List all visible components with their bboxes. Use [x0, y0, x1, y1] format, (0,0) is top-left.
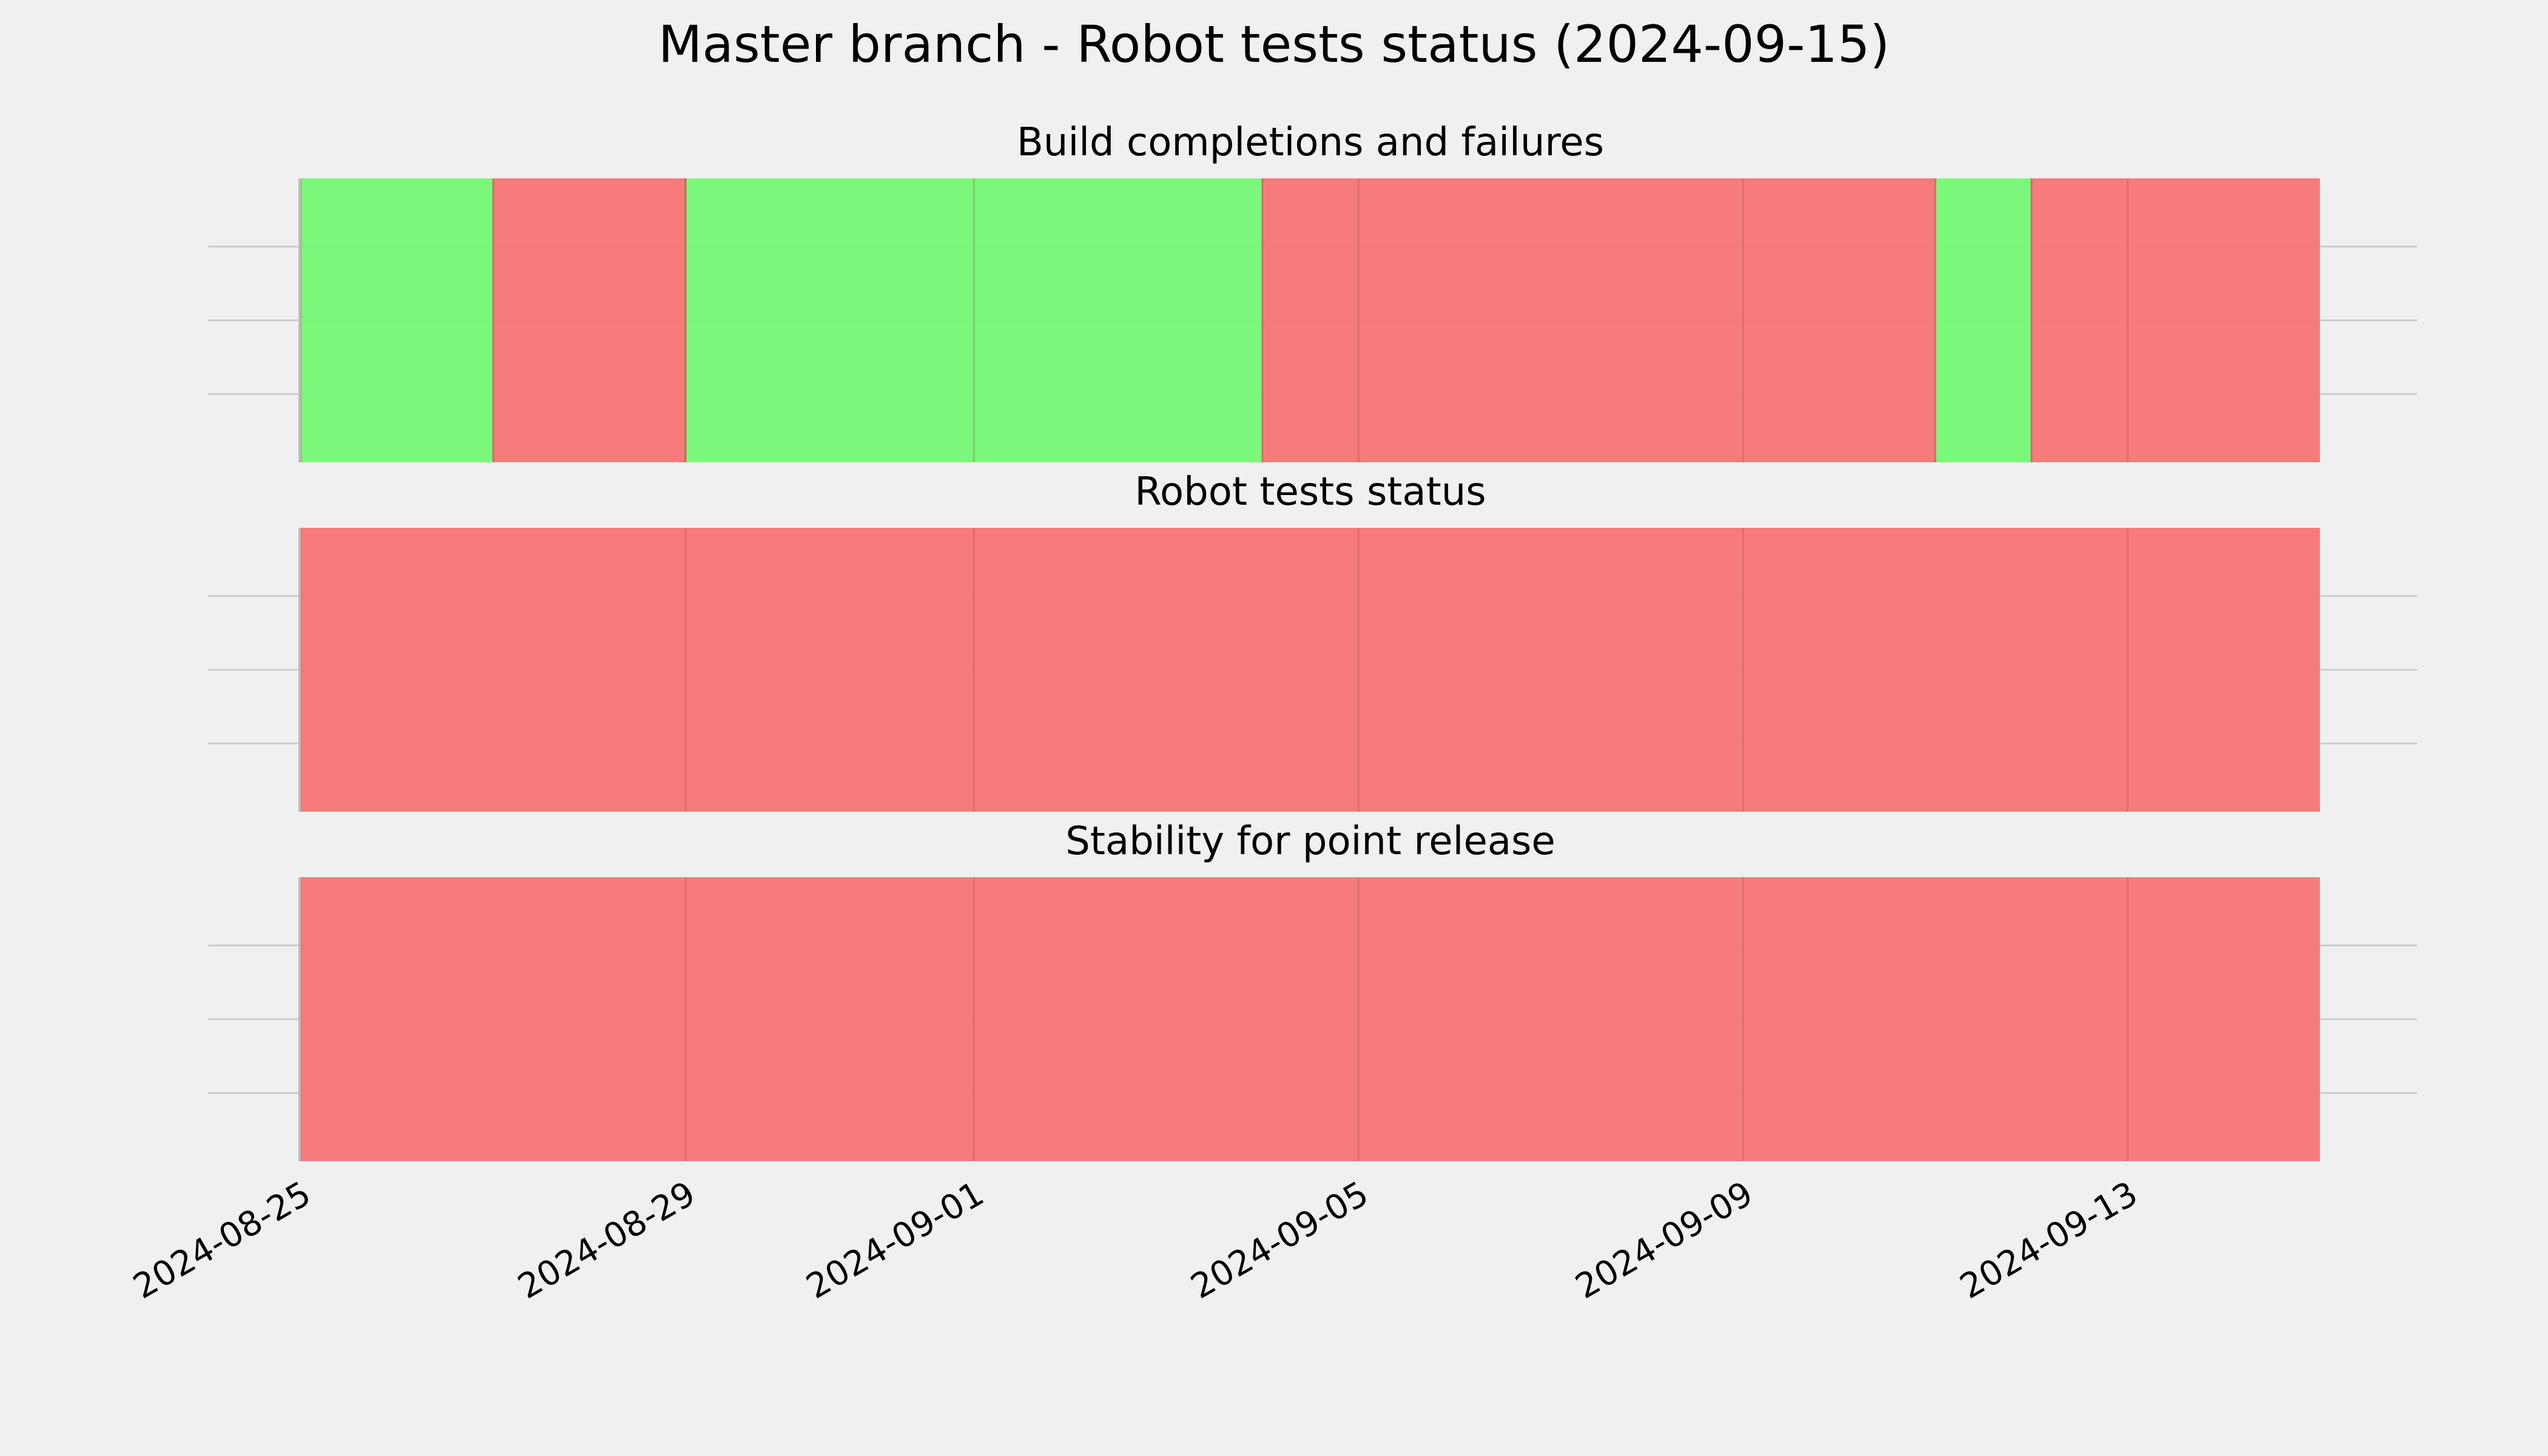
panel-1-segment-2: [493, 178, 686, 462]
chart-title: Master branch - Robot tests status (2024…: [658, 15, 1890, 74]
panel-2-title: Robot tests status: [1134, 470, 1486, 514]
panel-1: Build completions and failures: [208, 120, 2417, 462]
panel-3-segment-1: [301, 877, 2320, 1161]
panel-1-segment-3: [685, 178, 1262, 462]
panel-2-segment-1: [301, 528, 2320, 812]
panel-1-segment-4: [1262, 178, 1936, 462]
panel-3: Stability for point release: [208, 819, 2417, 1161]
panel-1-segment-5: [1935, 178, 2032, 462]
panel-3-title: Stability for point release: [1065, 819, 1555, 864]
panel-1-segment-1: [301, 178, 493, 462]
panel-1-title: Build completions and failures: [1017, 120, 1604, 165]
panels-group: Build completions and failures Robot test…: [208, 120, 2417, 1161]
panel-2: Robot tests status: [208, 470, 2417, 812]
panel-1-segment-6: [2031, 178, 2320, 462]
